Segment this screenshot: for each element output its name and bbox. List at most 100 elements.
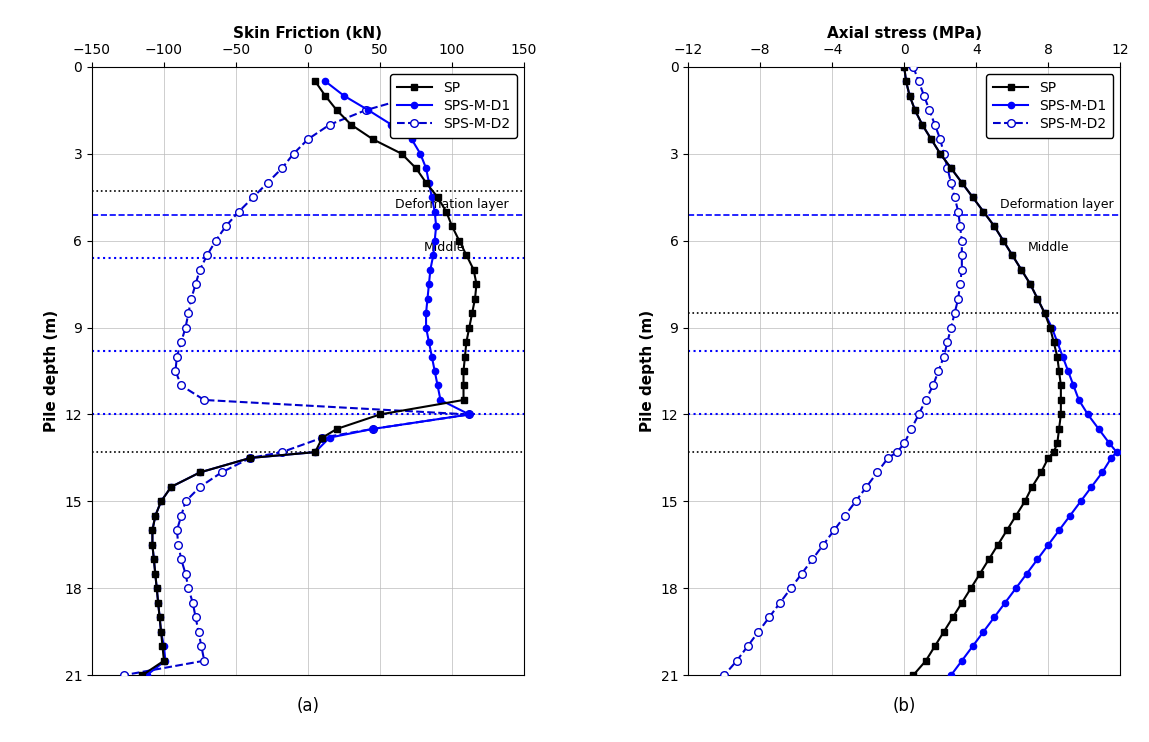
- SPS-M-D1: [900, 77, 913, 86]
- SP: [973, 569, 987, 578]
- SP: [1047, 447, 1061, 456]
- Text: (b): (b): [893, 697, 916, 715]
- SP: [919, 656, 933, 665]
- SPS-M-D2: [730, 656, 743, 665]
- SPS-M-D1: [430, 222, 444, 231]
- Y-axis label: Pile depth (m): Pile depth (m): [640, 310, 655, 432]
- SPS-M-D1: [1015, 265, 1028, 274]
- SPS-M-D2: [954, 222, 967, 231]
- SPS-M-D2: [897, 439, 911, 448]
- SPS-M-D2: [941, 164, 955, 173]
- SPS-M-D2: [955, 251, 969, 260]
- SP: [152, 598, 165, 607]
- SPS-M-D1: [419, 323, 433, 332]
- SPS-M-D1: [424, 265, 438, 274]
- SP: [153, 613, 167, 622]
- SPS-M-D1: [157, 642, 171, 651]
- SPS-M-D2: [178, 323, 192, 332]
- SPS-M-D2: [917, 91, 931, 100]
- SPS-M-D2: [955, 236, 969, 245]
- SPS-M-D2: [955, 265, 969, 274]
- Text: (a): (a): [296, 697, 319, 715]
- SPS-M-D2: [838, 511, 851, 520]
- SPS-M-D1: [1074, 497, 1088, 506]
- SPS-M-D1: [146, 526, 160, 535]
- SPS-M-D1: [1005, 251, 1019, 260]
- SPS-M-D1: [159, 656, 172, 665]
- SP: [1024, 280, 1038, 289]
- SPS-M-D1: [944, 164, 958, 173]
- SP: [470, 280, 484, 289]
- SP: [330, 424, 344, 433]
- SP: [897, 62, 911, 71]
- SP: [439, 207, 453, 216]
- Text: Deformation layer: Deformation layer: [1001, 198, 1115, 211]
- SPS-M-D2: [316, 433, 330, 442]
- SP: [1050, 439, 1064, 448]
- SPS-M-D1: [153, 613, 167, 622]
- SPS-M-D1: [966, 193, 980, 202]
- Text: Middle: Middle: [424, 241, 465, 255]
- SPS-M-D1: [955, 656, 969, 665]
- SP: [146, 526, 160, 535]
- SPS-M-D1: [1085, 482, 1098, 491]
- SP: [365, 135, 379, 144]
- SPS-M-D1: [1095, 468, 1109, 477]
- SP: [460, 338, 473, 347]
- SP: [1018, 497, 1032, 506]
- SPS-M-D2: [912, 410, 926, 419]
- SP: [1043, 323, 1057, 332]
- Text: Middle: Middle: [1027, 241, 1069, 255]
- SPS-M-D2: [301, 135, 315, 144]
- SPS-M-D2: [170, 526, 184, 535]
- SP: [955, 178, 969, 187]
- SPS-M-D2: [175, 381, 188, 390]
- SPS-M-D2: [246, 193, 260, 202]
- SPS-M-D1: [1052, 526, 1066, 535]
- SPS-M-D2: [365, 424, 379, 433]
- SPS-M-D1: [1092, 424, 1105, 433]
- SPS-M-D2: [193, 265, 207, 274]
- SPS-M-D2: [175, 555, 188, 564]
- SPS-M-D1: [998, 598, 1012, 607]
- SPS-M-D2: [926, 381, 940, 390]
- SP: [409, 164, 423, 173]
- SPS-M-D2: [188, 613, 202, 622]
- SP: [1015, 265, 1028, 274]
- SPS-M-D1: [944, 671, 958, 680]
- SP: [1000, 526, 1013, 535]
- SP: [987, 222, 1001, 231]
- SPS-M-D1: [385, 120, 399, 129]
- SP: [996, 236, 1010, 245]
- SPS-M-D2: [928, 120, 942, 129]
- SP: [445, 222, 458, 231]
- SPS-M-D2: [890, 447, 904, 456]
- SP: [933, 149, 947, 158]
- SPS-M-D1: [164, 482, 178, 491]
- SP: [308, 447, 322, 456]
- SPS-M-D1: [1104, 453, 1118, 462]
- SPS-M-D1: [1009, 584, 1023, 593]
- SPS-M-D1: [903, 91, 917, 100]
- SPS-M-D2: [175, 338, 188, 347]
- SPS-M-D1: [193, 468, 207, 477]
- SPS-M-D2: [936, 352, 950, 361]
- X-axis label: Skin Friction (kN): Skin Friction (kN): [233, 25, 383, 41]
- SPS-M-D2: [219, 222, 233, 231]
- SPS-M-D2: [286, 149, 300, 158]
- SP: [318, 91, 332, 100]
- SPS-M-D1: [427, 236, 441, 245]
- Line: SP: SP: [139, 78, 479, 678]
- SPS-M-D2: [169, 367, 183, 375]
- SPS-M-D1: [1062, 367, 1075, 375]
- SPS-M-D1: [996, 236, 1010, 245]
- SPS-M-D2: [198, 395, 211, 404]
- Line: SPS-M-D2: SPS-M-D2: [720, 63, 965, 679]
- SPS-M-D2: [951, 207, 965, 216]
- SPS-M-D2: [717, 671, 731, 680]
- SP: [1025, 482, 1039, 491]
- SPS-M-D1: [152, 598, 165, 607]
- Line: SPS-M-D1: SPS-M-D1: [901, 64, 1120, 678]
- SPS-M-D2: [188, 280, 202, 289]
- SPS-M-D2: [948, 193, 962, 202]
